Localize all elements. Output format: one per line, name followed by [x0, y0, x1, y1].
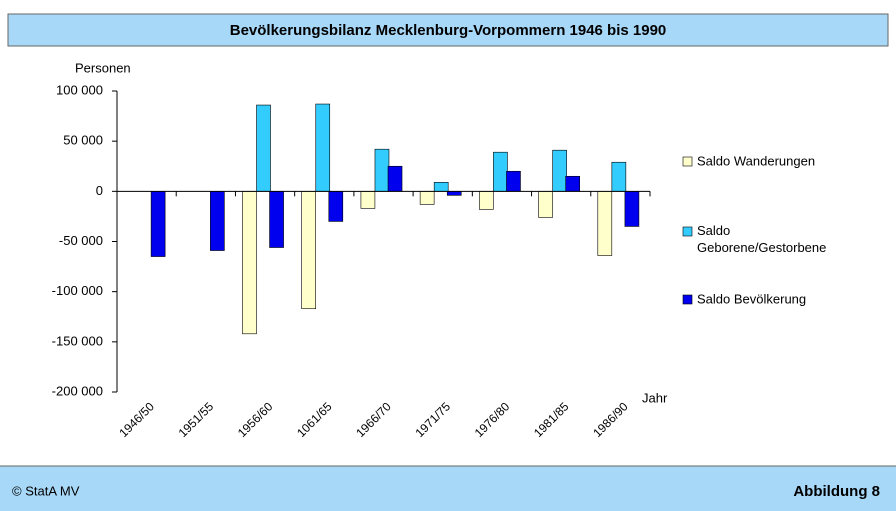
bar [506, 170, 521, 192]
bar [328, 191, 344, 222]
legend-label: Saldo Wanderungen [697, 153, 815, 168]
bar [210, 191, 225, 251]
source: © StatA MV [12, 483, 80, 498]
legend-label: Saldo Bevölkerung [697, 291, 806, 306]
bar [624, 191, 640, 227]
legend-label: Saldo Geborene/Gestorbene [697, 223, 826, 255]
bar [301, 191, 316, 310]
bar [387, 165, 403, 192]
bar [360, 191, 376, 209]
bar [538, 191, 553, 218]
bar [419, 191, 435, 205]
y-tick-label: 100 000 [56, 82, 103, 97]
x-axis-label: Jahr [642, 390, 668, 405]
bar [374, 148, 390, 192]
chart-title: Bevölkerungsbilanz Mecklenburg-Vorpommer… [230, 22, 667, 39]
y-tick-label: -100 000 [52, 283, 103, 298]
y-tick-label: -150 000 [52, 333, 103, 348]
bar [433, 182, 449, 192]
bar [597, 191, 613, 256]
bar [552, 149, 567, 192]
y-tick-label: -200 000 [52, 383, 103, 398]
bar [242, 191, 257, 335]
legend-swatch [682, 226, 693, 237]
figure-label: Abbildung 8 [793, 483, 880, 500]
bar [479, 191, 494, 210]
y-tick-label: -50 000 [59, 233, 103, 248]
footer [0, 466, 896, 511]
bar [150, 191, 166, 257]
y-tick-label: 0 [96, 183, 103, 198]
bar [446, 191, 462, 196]
bar [256, 104, 271, 192]
bar [493, 151, 508, 192]
y-tick-label: 50 000 [63, 133, 103, 148]
title-bar [7, 13, 889, 47]
bar [611, 161, 627, 192]
bar [269, 191, 284, 248]
bar [315, 103, 331, 192]
y-axis-label: Personen [75, 60, 131, 75]
legend-swatch [682, 156, 693, 167]
legend-swatch [682, 294, 693, 305]
bar [565, 175, 580, 192]
